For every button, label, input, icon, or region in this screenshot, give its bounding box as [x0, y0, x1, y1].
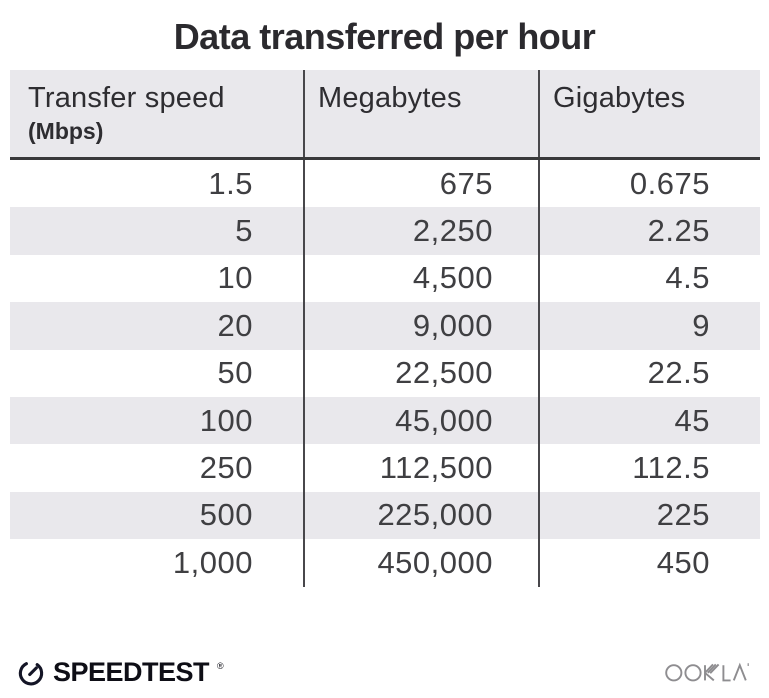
speedtest-wordmark: SPEEDTEST [53, 656, 210, 687]
table-cell: 5 [235, 213, 253, 249]
table-cell: 112.5 [538, 444, 760, 492]
table-cell: 22.5 [538, 349, 760, 397]
table-cell: 45,000 [303, 396, 538, 445]
table-cell: 100 [199, 402, 253, 438]
speedtest-gauge-icon [16, 657, 46, 687]
table-cell: 225,000 [303, 491, 538, 540]
header-cell-megabytes: Megabytes [303, 70, 538, 157]
ookla-wordmark-icon [663, 660, 755, 684]
header-cell-transfer-speed: Transfer speed (Mbps) [10, 70, 303, 157]
table-cell: 2,250 [303, 207, 538, 255]
data-table: Transfer speed (Mbps) Megabytes Gigabyte… [10, 70, 760, 587]
table-row: 250 112,500 112.5 [10, 444, 760, 492]
header-sublabel: (Mbps) [28, 118, 104, 144]
table-cell: 2.25 [538, 207, 760, 255]
table-cell: 20 [217, 307, 253, 343]
table-row: 50 22,500 22.5 [10, 349, 760, 397]
table-body: 1.5 675 0.675 5 2,250 2.25 10 4,500 4.5 20 9,000 9 5… [10, 160, 760, 587]
table-cell: 22,500 [303, 349, 538, 397]
table-header-row: Transfer speed (Mbps) Megabytes Gigabyte… [10, 70, 760, 160]
table-row: 100 45,000 45 [10, 396, 760, 445]
table-cell: 50 [217, 355, 253, 391]
table-row: 5 2,250 2.25 [10, 207, 760, 255]
speedtest-logo: SPEEDTEST ® [16, 657, 224, 688]
table-row: 1.5 675 0.675 [10, 160, 760, 208]
table-cell: 4.5 [538, 254, 760, 303]
table-cell: 45 [538, 396, 760, 445]
table-cell: 225 [538, 491, 760, 540]
ookla-logo [663, 660, 755, 684]
header-label: Gigabytes [553, 82, 686, 114]
table-cell: 9 [538, 302, 760, 350]
table-cell: 1.5 [208, 165, 253, 201]
header-label: Transfer speed [28, 82, 225, 114]
table-row: 20 9,000 9 [10, 302, 760, 350]
table-row: 1,000 450,000 450 [10, 539, 760, 587]
table-row: 500 225,000 225 [10, 491, 760, 540]
table-cell: 450,000 [303, 539, 538, 587]
table-cell: 0.675 [538, 160, 760, 208]
table-cell: 4,500 [303, 254, 538, 303]
registered-trademark-mark: ® [217, 660, 224, 671]
table-cell: 1,000 [172, 544, 253, 580]
table-cell: 9,000 [303, 302, 538, 350]
table-cell: 450 [538, 539, 760, 587]
page-title: Data transferred per hour [173, 16, 596, 57]
table-cell: 675 [303, 160, 538, 208]
table-cell: 10 [217, 260, 253, 296]
table-row: 10 4,500 4.5 [10, 254, 760, 303]
header-cell-gigabytes: Gigabytes [538, 70, 760, 157]
table-cell: 112,500 [303, 444, 538, 492]
header-label: Megabytes [318, 82, 462, 114]
table-cell: 250 [199, 450, 253, 486]
footer: SPEEDTEST ® [16, 654, 755, 690]
table-cell: 500 [199, 497, 253, 533]
